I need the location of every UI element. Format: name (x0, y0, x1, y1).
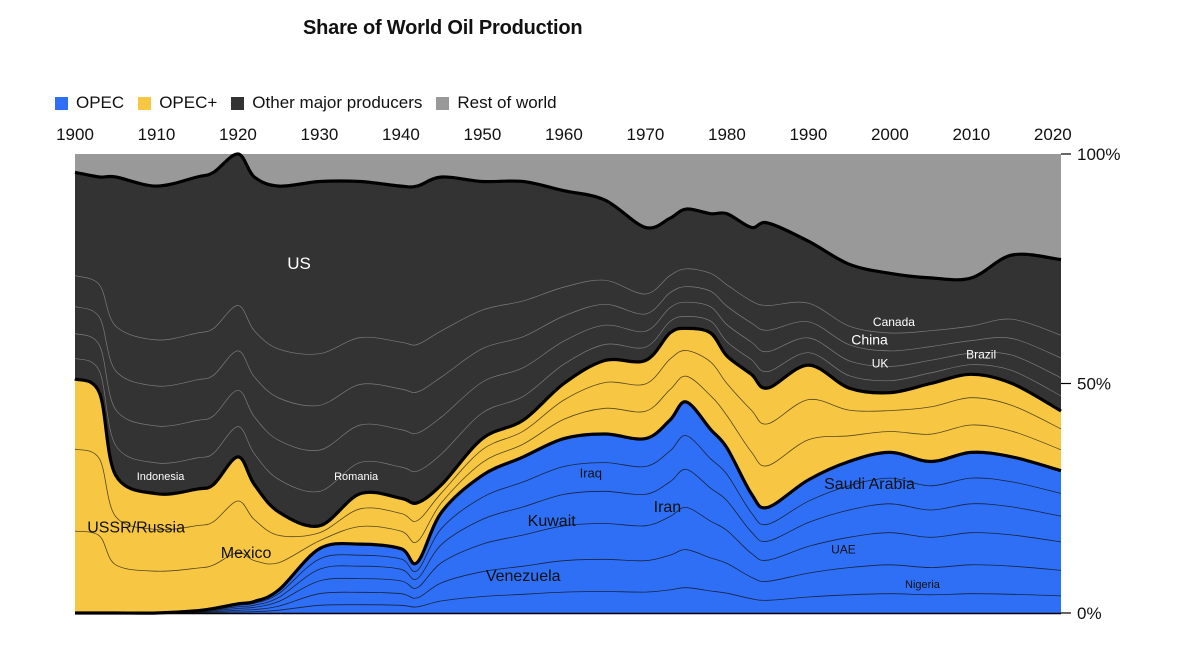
opec-country-separator (75, 587, 1062, 614)
opec-plus-country-separator (74, 350, 1062, 538)
other-major-country-separator (74, 268, 1062, 355)
area-annotation: Iraq (580, 466, 602, 481)
y-tick-label: 100% (1077, 145, 1120, 164)
x-tick-label: 1960 (545, 125, 583, 144)
legend-label-opec: OPEC (76, 93, 125, 112)
boundary-opec (75, 400, 1062, 615)
opec-country-separator (75, 549, 1062, 614)
area-annotation: Canada (873, 315, 915, 329)
x-tick-label: 1900 (56, 125, 94, 144)
area-annotation: China (851, 331, 888, 347)
area-annotation: Nigeria (905, 579, 941, 591)
boundary-other-major (74, 152, 1062, 282)
opec-plus-country-separator (74, 375, 1062, 572)
boundary-opec-plus (74, 326, 1062, 528)
legend-item-rest-of-world: Rest of world (436, 93, 557, 113)
area-annotation: Brazil (966, 347, 996, 361)
x-tick-label: 2000 (871, 125, 909, 144)
legend-label-opec-plus: OPEC+ (159, 93, 218, 112)
area-annotation: UK (872, 356, 889, 370)
area-annotation: Saudi Arabia (824, 476, 915, 493)
area-annotation: USSR/Russia (87, 520, 185, 537)
area-annotation: Kuwait (528, 513, 577, 530)
other-major-country-separator (74, 316, 1062, 493)
legend-item-opec: OPEC (55, 93, 124, 113)
legend: OPEC OPEC+ Other major producers Rest of… (55, 93, 571, 113)
x-tick-label: 2010 (952, 125, 990, 144)
area-annotation: Romania (334, 471, 379, 483)
x-tick-label: 1950 (464, 125, 502, 144)
legend-swatch-opec (55, 96, 68, 110)
area-annotation: UAE (831, 542, 856, 556)
x-tick-label: 1980 (708, 125, 746, 144)
legend-swatch-other-major (231, 96, 245, 110)
chart-title: Share of World Oil Production (303, 17, 583, 39)
x-tick-label: 1940 (382, 125, 420, 144)
opec-country-separator (75, 506, 1062, 614)
other-major-country-separator (74, 301, 1062, 451)
area-annotation: Indonesia (137, 471, 186, 483)
other-major-country-separator (74, 286, 1062, 407)
area-annotation: Mexico (221, 545, 272, 562)
area-annotation: US (287, 254, 311, 273)
y-tick-label: 50% (1077, 375, 1111, 394)
area-opec (75, 401, 1061, 614)
legend-label-rest-of-world: Rest of world (457, 93, 557, 112)
legend-swatch-rest-of-world (436, 96, 450, 110)
legend-item-other-major: Other major producers (231, 93, 422, 113)
legend-swatch-opec-plus (138, 96, 152, 110)
x-tick-label: 2020 (1034, 125, 1072, 144)
x-tick-label: 1930 (301, 125, 339, 144)
area-annotation: Venezuela (486, 568, 561, 585)
legend-item-opec-plus: OPEC+ (138, 93, 217, 113)
area-annotation: Iran (654, 499, 682, 516)
legend-label-other-major: Other major producers (252, 93, 423, 112)
x-tick-label: 1910 (138, 125, 176, 144)
x-tick-label: 1920 (219, 125, 257, 144)
x-tick-label: 1970 (626, 125, 664, 144)
y-tick-label: 0% (1077, 604, 1102, 623)
x-tick-label: 1990 (789, 125, 827, 144)
